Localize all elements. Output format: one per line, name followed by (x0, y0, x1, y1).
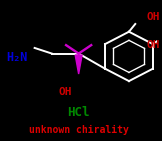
Text: unknown chirality: unknown chirality (29, 125, 129, 135)
Text: OH: OH (58, 87, 72, 97)
Text: HCl: HCl (67, 106, 90, 119)
Text: OH: OH (146, 12, 160, 22)
Text: H₂N: H₂N (6, 51, 28, 64)
Polygon shape (75, 55, 82, 74)
Text: OH: OH (146, 40, 160, 50)
